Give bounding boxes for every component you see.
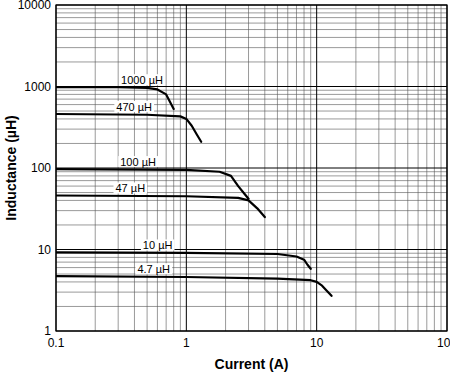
y-axis-label: Inductance (µH): [3, 115, 19, 220]
series-label: 4.7 µH: [137, 263, 170, 275]
grid-line: [56, 249, 447, 250]
minor-grid-line: [56, 262, 447, 263]
series-group: [56, 87, 332, 296]
y-tick-label: 100: [31, 161, 51, 175]
chart: 0.1110100110100100010000Current (A)Induc…: [0, 0, 450, 374]
minor-grid-line: [56, 37, 447, 38]
minor-grid-line: [56, 143, 447, 144]
minor-grid-line: [56, 99, 447, 100]
series-label-bg: [141, 239, 175, 250]
minor-grid-line: [56, 29, 447, 30]
y-tick-label: 10000: [18, 0, 52, 12]
plot-frame: [56, 5, 447, 331]
minor-grid-line: [56, 224, 447, 225]
x-tick-label: 0.1: [48, 336, 65, 350]
x-tick-label: 1: [183, 336, 190, 350]
minor-grid-line: [56, 8, 447, 9]
y-tick-label: 1000: [24, 80, 51, 94]
minor-grid-line: [56, 12, 447, 13]
minor-grid-line: [56, 306, 447, 307]
minor-grid-line: [56, 210, 447, 211]
series-line: [56, 252, 311, 268]
minor-grid-line: [56, 175, 447, 176]
x-axis-label: Current (A): [215, 356, 289, 372]
series-line: [56, 276, 332, 296]
minor-grid-line: [56, 61, 447, 62]
minor-grid-line: [56, 47, 447, 48]
series-label-bg: [135, 263, 172, 274]
series-label: 1000 µH: [121, 74, 163, 86]
series-line: [56, 195, 265, 217]
minor-grid-line: [56, 257, 447, 258]
series-label-bg: [114, 182, 148, 193]
grid: [56, 5, 447, 331]
series-label: 470 µH: [116, 101, 152, 113]
series-label: 100 µH: [120, 156, 156, 168]
minor-grid-line: [56, 267, 447, 268]
series-line: [56, 169, 249, 199]
minor-grid-line: [56, 281, 447, 282]
x-tick-label: 100: [437, 336, 450, 350]
minor-grid-line: [56, 200, 447, 201]
background: [0, 0, 450, 374]
minor-grid-line: [56, 180, 447, 181]
y-tick-label: 10: [38, 243, 52, 257]
series-label-bg: [118, 156, 158, 167]
y-tick-label: 1: [44, 324, 51, 338]
series-label-bg: [119, 74, 165, 85]
series-label-bg: [114, 101, 154, 112]
minor-grid-line: [56, 274, 447, 275]
minor-grid-line: [56, 292, 447, 293]
series-line: [56, 114, 201, 142]
minor-grid-line: [56, 171, 447, 172]
minor-grid-line: [56, 94, 447, 95]
series-label: 47 µH: [116, 182, 146, 194]
minor-grid-line: [56, 90, 447, 91]
minor-grid-line: [56, 23, 447, 24]
series-label: 10 µH: [143, 239, 173, 251]
minor-grid-line: [56, 118, 447, 119]
minor-grid-line: [56, 17, 447, 18]
x-tick-label: 10: [310, 336, 324, 350]
label-group: 1000 µH 470 µH 100 µH 47 µH 10 µH 4.7 µH: [114, 74, 175, 275]
minor-grid-line: [56, 129, 447, 130]
